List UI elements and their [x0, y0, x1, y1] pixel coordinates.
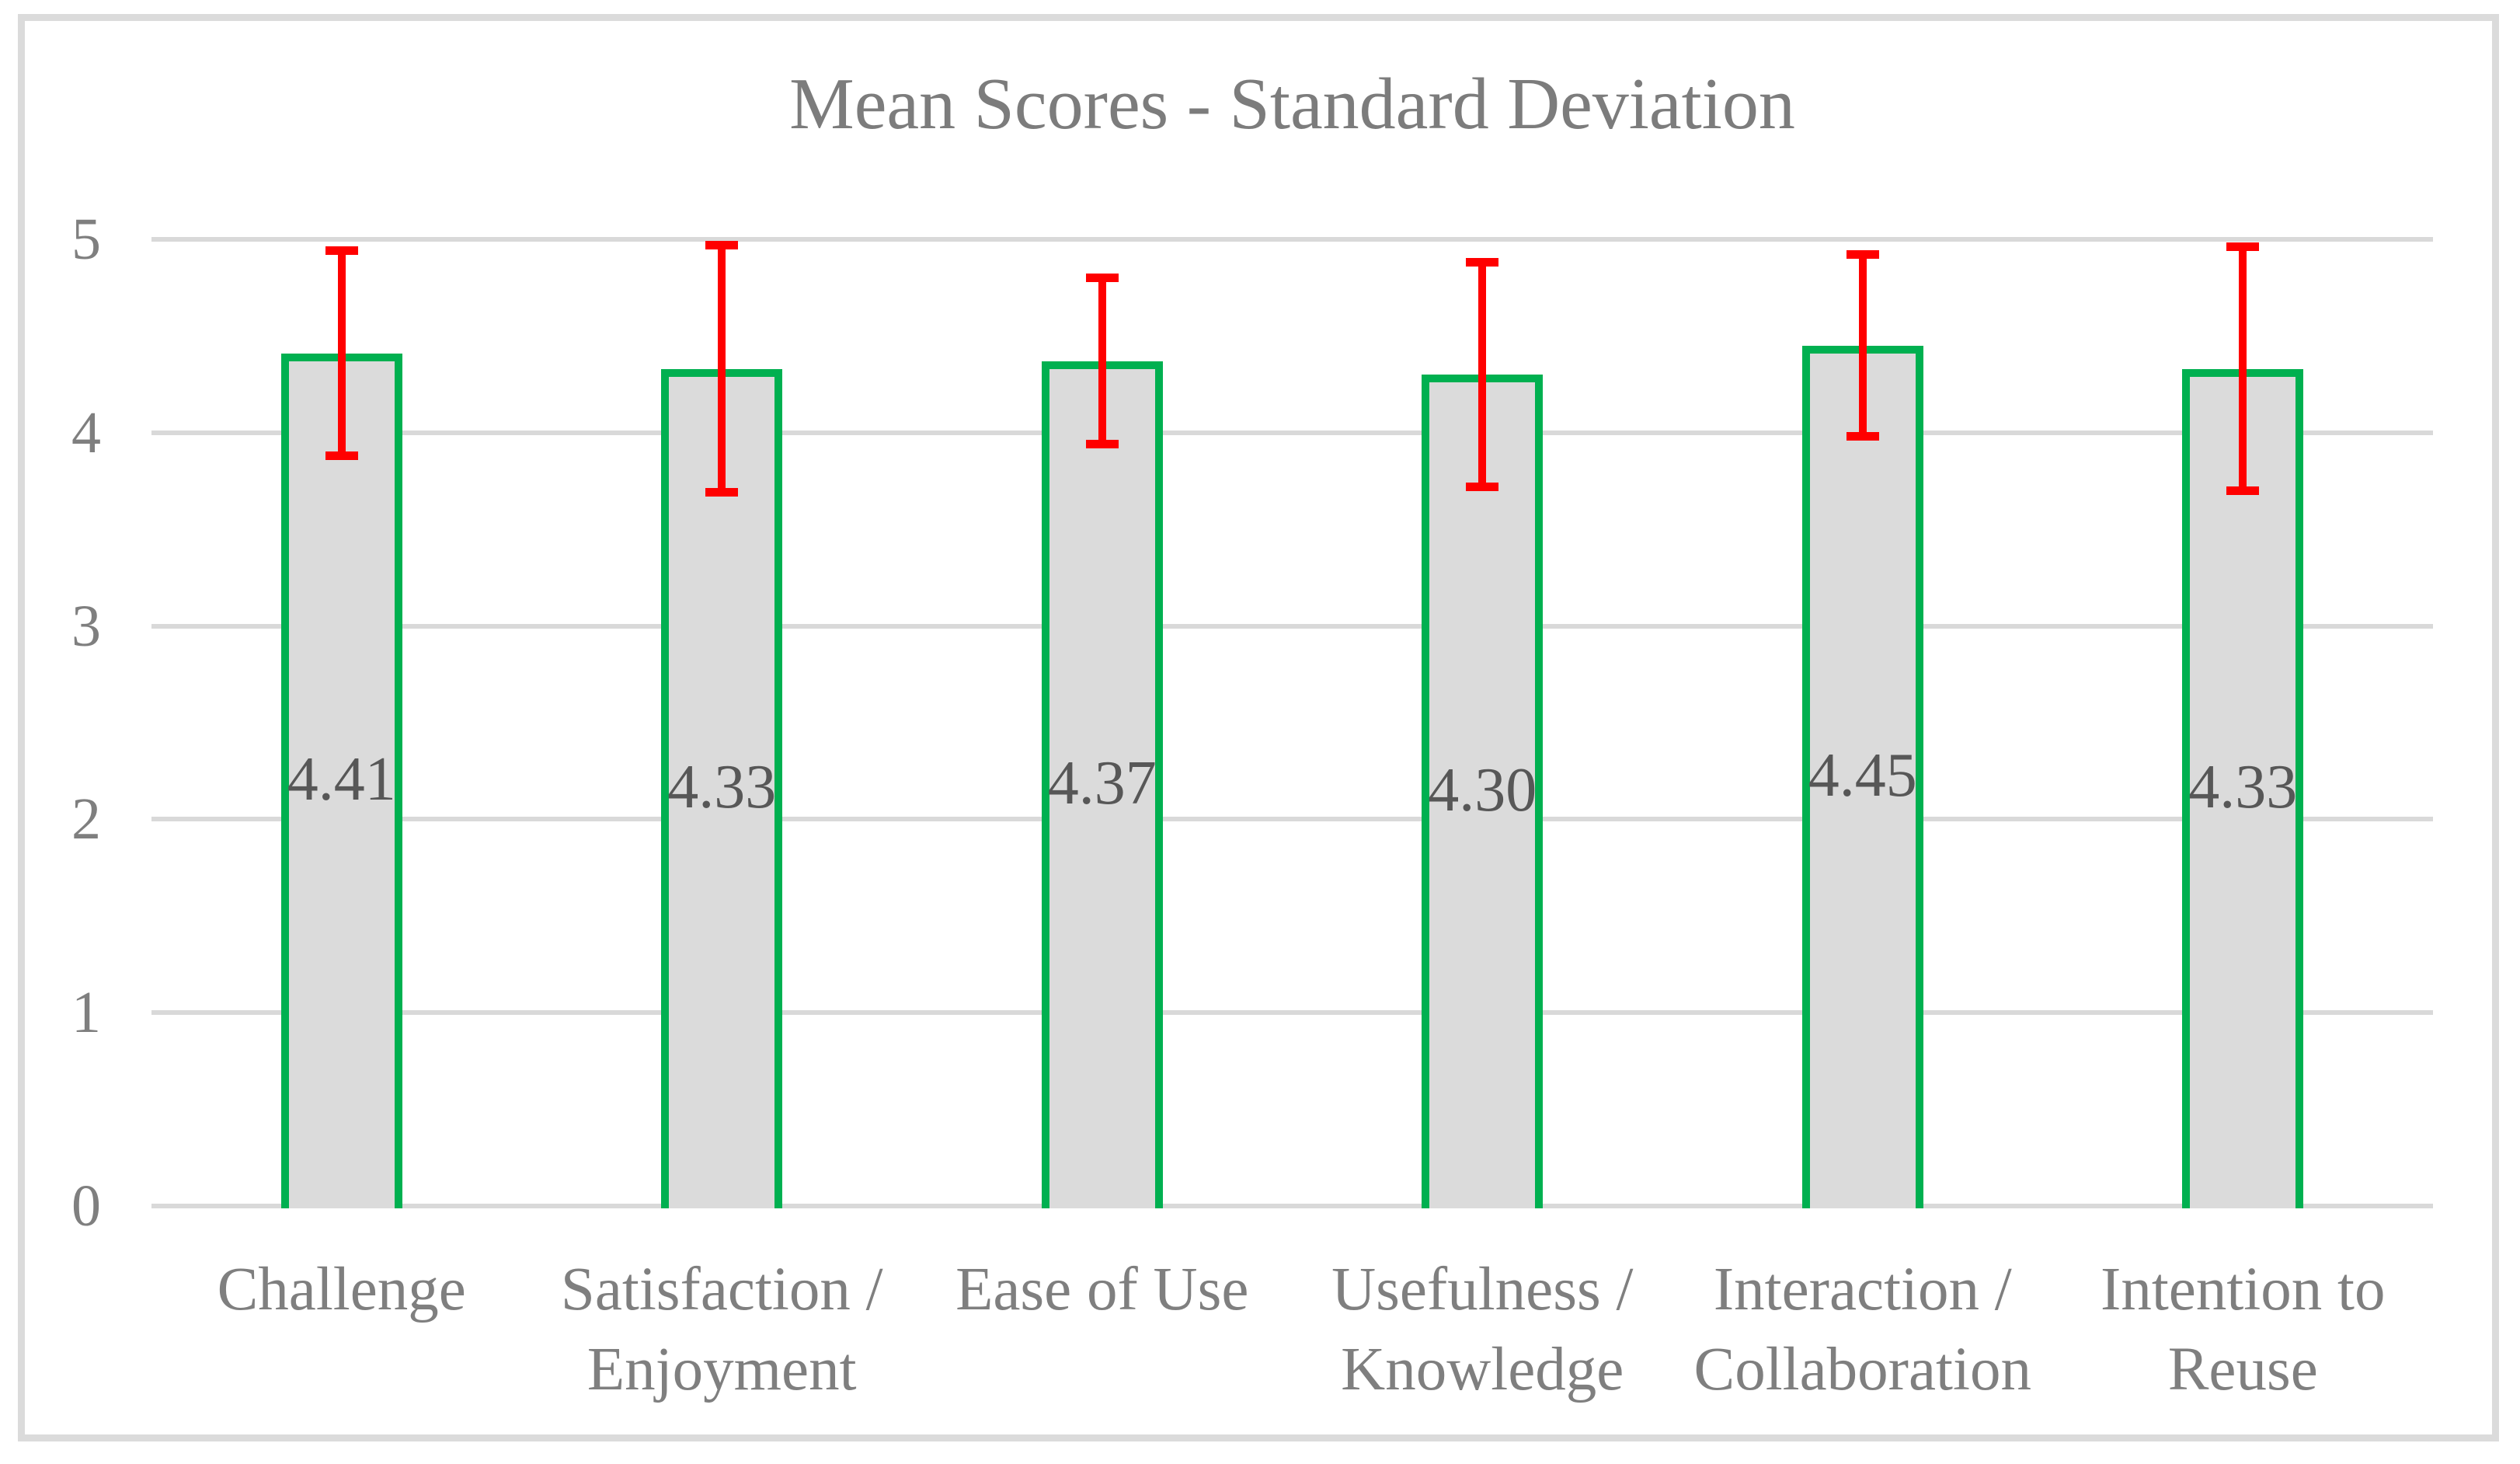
bar-usefulness-: [1422, 375, 1544, 1208]
error-bar-top-cap: [325, 246, 358, 256]
category-label-line: Enjoyment: [586, 1336, 857, 1403]
bar-value-label: 4.33: [2188, 753, 2298, 822]
error-bar-line: [337, 250, 346, 456]
category-label-line: Satisfaction /: [560, 1256, 883, 1323]
category-label-line: Reuse: [2167, 1336, 2318, 1403]
category-label-line: Collaboration: [1693, 1336, 2031, 1403]
error-bar-line: [718, 245, 726, 493]
bar-value-label: 4.30: [1428, 756, 1537, 825]
gridline-y3: [151, 623, 2433, 629]
y-axis-tick-label: 4: [71, 399, 101, 465]
category-label-line: Usefulness /: [1331, 1256, 1634, 1323]
x-axis-category-label: Satisfaction / Enjoyment: [532, 1250, 913, 1410]
category-label-line: Interaction /: [1713, 1256, 2012, 1323]
bar-value-label: 4.37: [1047, 749, 1157, 818]
y-axis-tick-label: 0: [71, 1173, 101, 1239]
chart-title: Mean Scores - Standard Deviation: [789, 64, 1795, 145]
error-bar-line: [1098, 277, 1106, 444]
gridline-y4: [151, 430, 2433, 435]
error-bar-line: [1858, 254, 1867, 437]
y-axis-tick-label: 5: [71, 207, 101, 272]
gridline-y0: [151, 1204, 2433, 1208]
error-bar-top-cap: [705, 240, 739, 249]
gridline-y5: [151, 237, 2433, 242]
bar-value-label: 4.45: [1808, 741, 1917, 810]
error-bar-bottom-cap: [1085, 440, 1119, 449]
gridline-y1: [151, 1010, 2433, 1016]
error-bar-top-cap: [1846, 250, 1879, 260]
error-bar-top-cap: [1466, 258, 1499, 267]
error-bar-bottom-cap: [705, 488, 739, 497]
error-bar-bottom-cap: [1846, 432, 1879, 441]
x-axis-category-label: Intention to Reuse: [2053, 1250, 2434, 1410]
x-axis-category-label: Usefulness / Knowledge: [1293, 1250, 1673, 1410]
category-label-line: Ease of Use: [955, 1256, 1249, 1323]
category-label-line: Intention to: [2101, 1256, 2386, 1323]
x-axis-category-label: Interaction / Collaboration: [1672, 1250, 2053, 1410]
bar-intention-to: [2182, 368, 2304, 1208]
error-bar-line: [2239, 246, 2247, 491]
x-axis-category-label: Challenge: [151, 1250, 532, 1330]
bar-value-label: 4.41: [287, 745, 396, 814]
x-axis-category-label: Ease of Use: [912, 1250, 1293, 1330]
gridline-y2: [151, 817, 2433, 822]
error-bar-bottom-cap: [1466, 482, 1499, 491]
y-axis-tick-label: 2: [71, 786, 101, 852]
category-label-line: Knowledge: [1341, 1336, 1624, 1403]
error-bar-top-cap: [2226, 242, 2260, 252]
bar-satisfaction-: [661, 368, 783, 1208]
y-axis-tick-label: 1: [71, 980, 101, 1046]
error-bar-top-cap: [1085, 274, 1119, 283]
error-bar-line: [1478, 262, 1487, 487]
bar-value-label: 4.33: [667, 753, 777, 822]
y-axis-tick-label: 3: [71, 593, 101, 659]
error-bar-bottom-cap: [325, 451, 358, 461]
error-bar-bottom-cap: [2226, 486, 2260, 495]
category-label-line: Challenge: [217, 1256, 466, 1323]
